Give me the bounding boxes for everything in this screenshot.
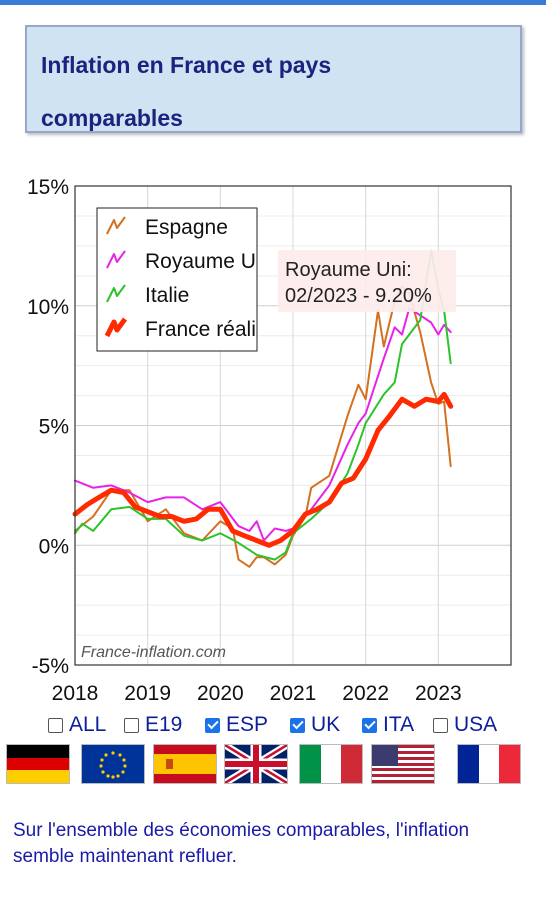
italie-line (74, 249, 452, 561)
checkbox-usa-label: USA (454, 713, 498, 736)
checkbox-ita[interactable]: ITA (362, 713, 414, 737)
checkbox-usa[interactable]: USA (433, 713, 497, 737)
checkbox-all-label: ALL (69, 713, 107, 736)
germany-flag[interactable] (7, 745, 69, 783)
france-legend-icon (104, 317, 128, 338)
y-tick-label: 15% (27, 176, 69, 199)
uk-flag[interactable] (225, 745, 287, 783)
legend-box (96, 207, 258, 352)
checkbox-all[interactable]: ALL (48, 713, 106, 737)
spain-flag[interactable] (154, 745, 216, 783)
watermark: France-inflation.com (81, 644, 226, 661)
checkbox-uk-label: UK (311, 713, 341, 736)
y-tick-label: -5% (32, 655, 69, 678)
x-tick-label: 2018 (52, 682, 99, 705)
x-tick-label: 2019 (124, 682, 171, 705)
title-line-2: comparables (41, 105, 183, 131)
legend: Espagne Royaume Uni Italie France réalisée (96, 207, 290, 352)
x-tick-label: 2020 (197, 682, 244, 705)
y-tick-label: 10% (27, 296, 69, 319)
legend-items: Espagne Royaume Uni Italie France réalisée (104, 216, 290, 341)
checkbox-esp[interactable]: ESP (205, 713, 268, 737)
checkbox-esp-label: ESP (226, 713, 269, 736)
legend-label-italie: Italie (145, 284, 189, 307)
inflation-chart[interactable]: -5% 0% 5% 10% 15% 2018 2019 2020 2021 2022 2023 Fra… (0, 170, 546, 710)
tooltip-background (278, 250, 456, 312)
tooltip-line-2: 02/2023 - 9.20% (285, 285, 432, 307)
checkbox-e19-box[interactable] (124, 717, 139, 733)
page-title: Inflation en France et pays comparables (27, 27, 520, 145)
checkbox-uk-box[interactable] (290, 717, 305, 733)
y-tick-label: 0% (39, 535, 69, 558)
title-line-1: Inflation en France et pays (41, 52, 332, 78)
summary-text: Sur l'ensemble des économies comparables… (13, 820, 470, 867)
top-bar (0, 0, 546, 5)
y-tick-label: 5% (39, 416, 69, 439)
x-tick-label: 2021 (270, 682, 317, 705)
france-flag[interactable] (458, 745, 520, 783)
italie-legend-icon (106, 284, 126, 303)
italy-flag[interactable] (300, 745, 362, 783)
plot-frame (74, 185, 512, 666)
checkbox-e19-label: E19 (145, 713, 183, 736)
eu-flag[interactable] (82, 745, 144, 783)
checkbox-uk[interactable]: UK (290, 713, 340, 737)
checkbox-all-box[interactable] (48, 717, 63, 733)
checkbox-ita-label: ITA (383, 713, 415, 736)
country-checkboxes: ALL E19 ESP UK ITA USA (0, 713, 546, 739)
tooltip-line-1: Royaume Uni: (285, 259, 412, 281)
checkbox-esp-box[interactable] (205, 717, 220, 733)
flag-row (0, 745, 546, 785)
legend-label-royaume-uni: Royaume Uni (145, 250, 272, 273)
legend-label-france: France réalisée (145, 318, 290, 341)
tooltip: Royaume Uni: 02/2023 - 9.20% (278, 250, 456, 312)
usa-flag[interactable] (372, 745, 434, 783)
royaume-uni-legend-icon (106, 250, 126, 269)
espagne-legend-icon (106, 216, 126, 235)
checkbox-usa-box[interactable] (433, 717, 448, 733)
checkbox-e19[interactable]: E19 (124, 713, 182, 737)
x-tick-label: 2023 (415, 682, 462, 705)
legend-label-espagne: Espagne (145, 216, 228, 239)
x-tick-label: 2022 (342, 682, 389, 705)
france-line (72, 391, 454, 548)
title-box: Inflation en France et pays comparables (25, 25, 522, 133)
checkbox-ita-box[interactable] (362, 717, 377, 733)
